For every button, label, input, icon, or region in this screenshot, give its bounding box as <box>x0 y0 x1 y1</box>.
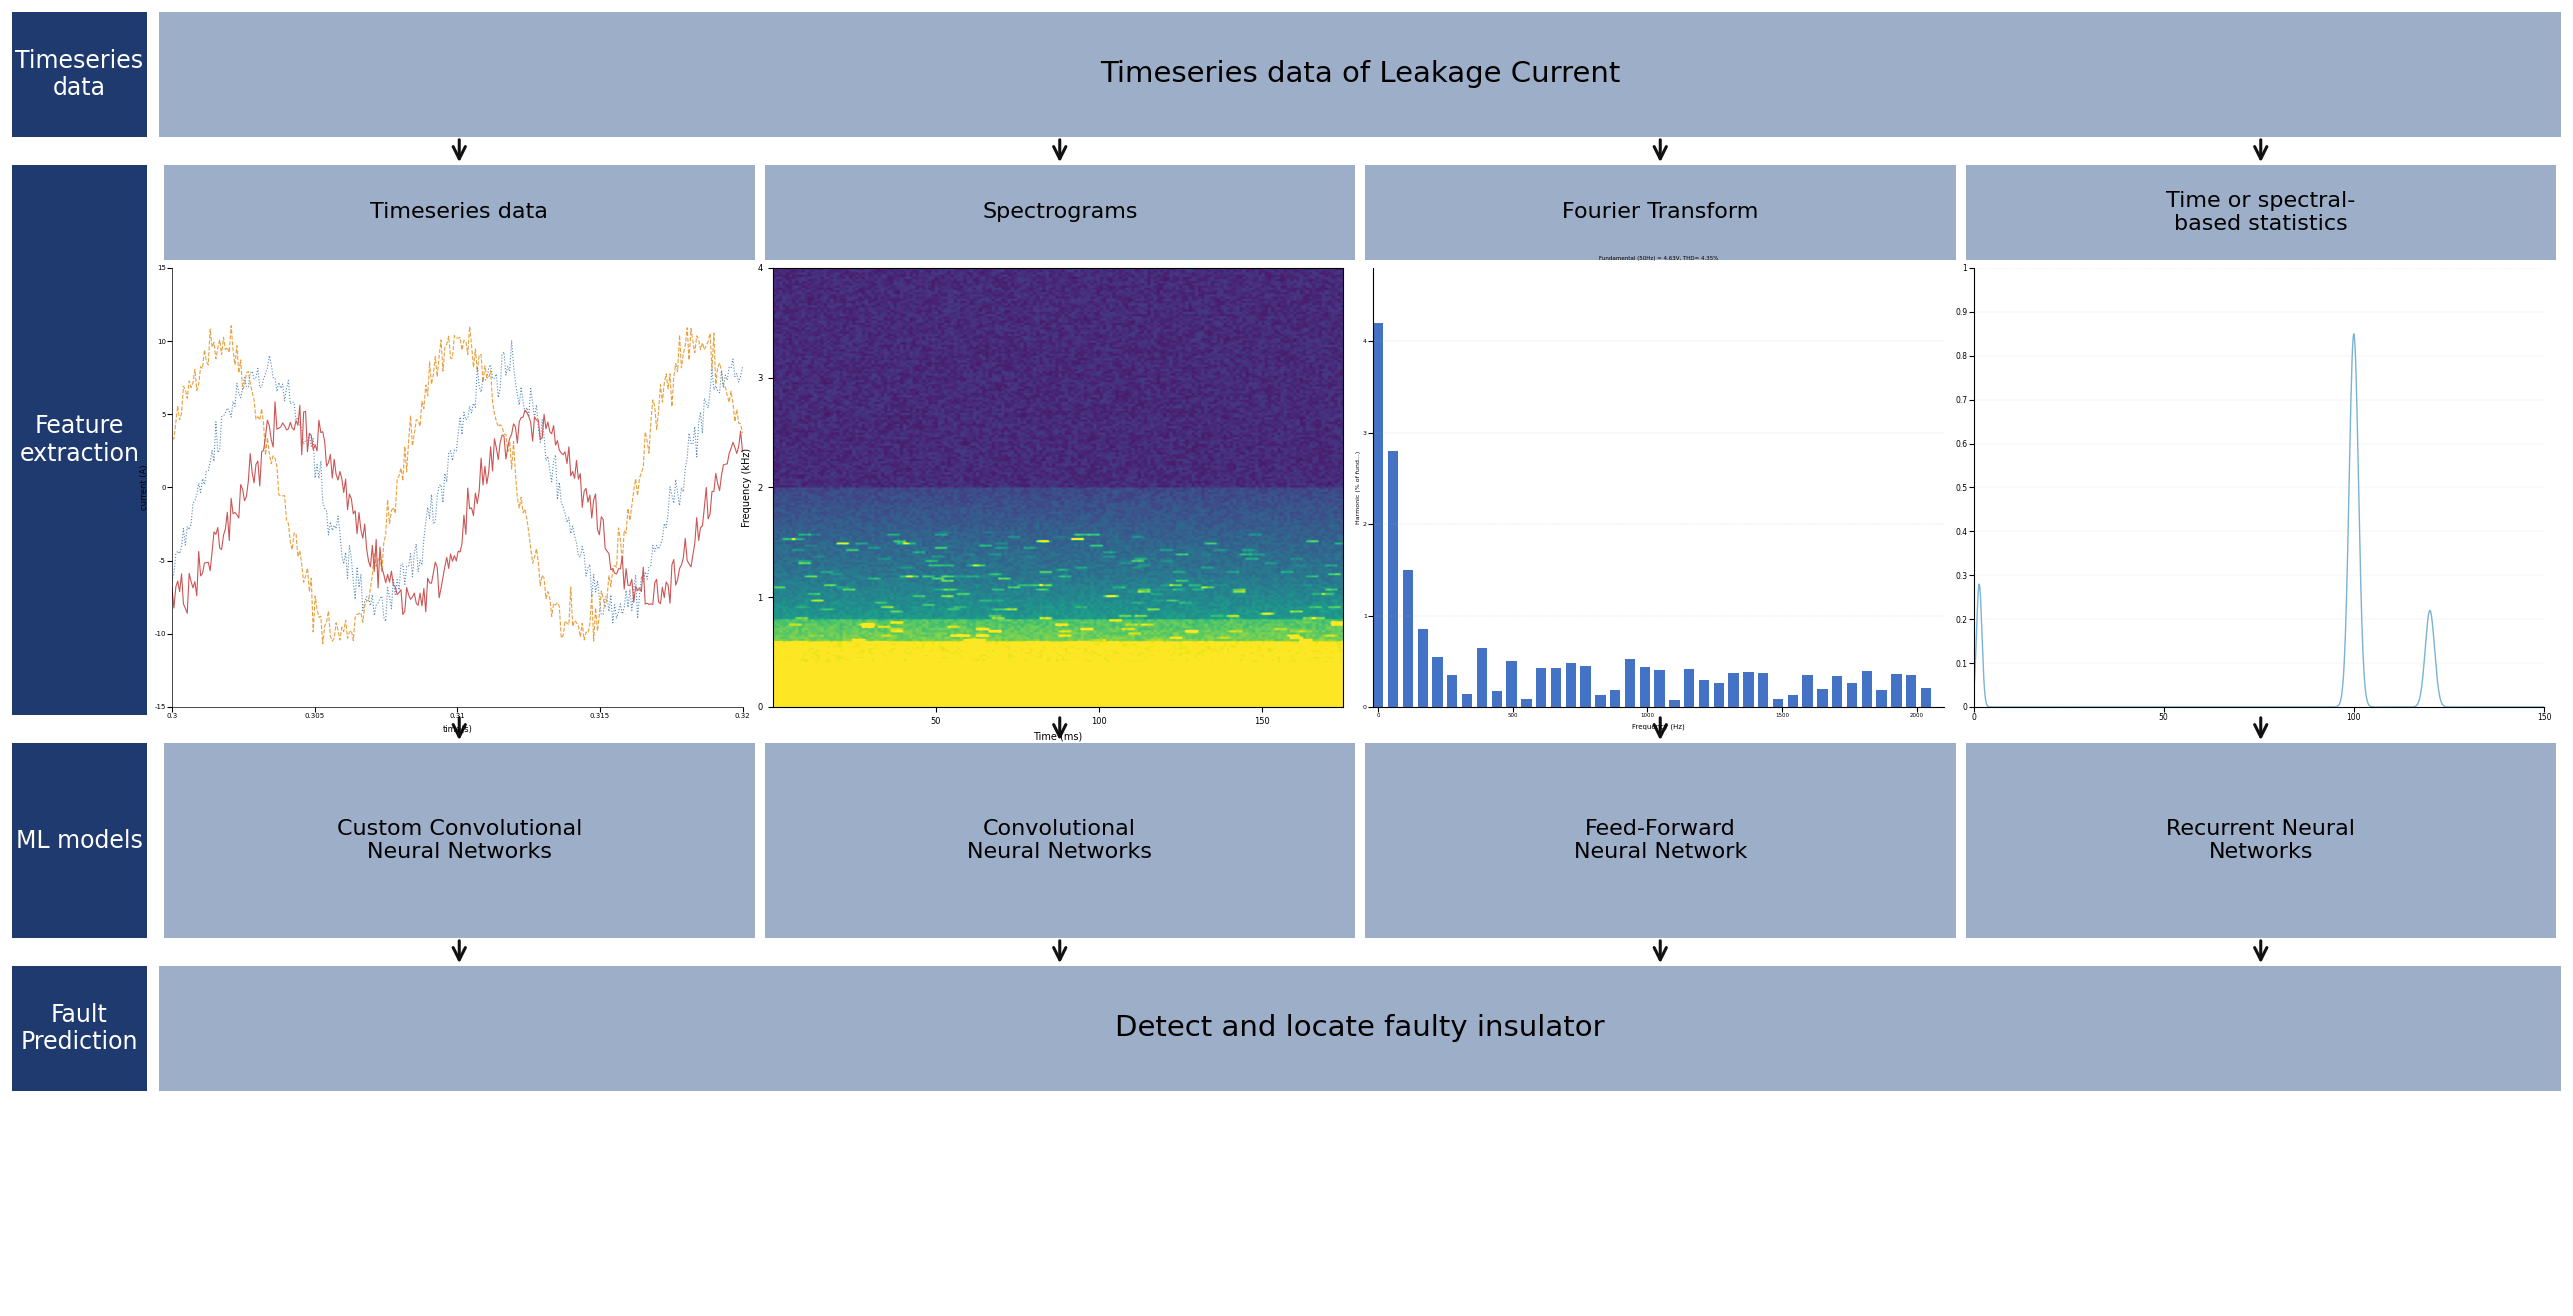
Text: Spectrograms: Spectrograms <box>983 203 1137 222</box>
Bar <box>1698 680 1708 707</box>
X-axis label: Time (ms): Time (ms) <box>1034 732 1083 741</box>
X-axis label: time(s): time(s) <box>443 725 473 734</box>
Bar <box>1595 695 1606 707</box>
Bar <box>1729 672 1739 707</box>
Bar <box>1536 667 1546 707</box>
Bar <box>1907 675 1917 707</box>
Bar <box>1922 688 1932 707</box>
Bar <box>1891 674 1901 707</box>
Text: ML models: ML models <box>15 829 144 853</box>
Text: Timeseries data of Leakage Current: Timeseries data of Leakage Current <box>1099 61 1621 88</box>
Bar <box>1832 676 1842 707</box>
Bar <box>1418 629 1428 707</box>
Text: Fault
Prediction: Fault Prediction <box>21 1003 139 1054</box>
FancyBboxPatch shape <box>160 12 2560 137</box>
Bar <box>1804 675 1814 707</box>
Bar <box>1611 690 1621 707</box>
Bar <box>1788 695 1799 707</box>
Bar <box>1639 667 1649 707</box>
Bar <box>1626 659 1634 707</box>
Bar <box>1492 691 1503 707</box>
Y-axis label: current (A): current (A) <box>139 465 149 511</box>
Bar <box>1552 669 1562 707</box>
FancyBboxPatch shape <box>1966 744 2555 938</box>
Text: Time or spectral-
based statistics: Time or spectral- based statistics <box>2166 191 2354 234</box>
FancyBboxPatch shape <box>165 744 754 938</box>
Bar <box>1505 661 1515 707</box>
Bar <box>1521 699 1531 707</box>
Bar <box>1876 690 1886 707</box>
Bar <box>1477 647 1487 707</box>
Bar <box>1685 669 1693 707</box>
Text: Convolutional
Neural Networks: Convolutional Neural Networks <box>967 819 1153 862</box>
Bar <box>1714 683 1724 707</box>
Bar <box>1757 672 1768 707</box>
FancyBboxPatch shape <box>13 744 147 938</box>
Bar <box>1387 451 1397 707</box>
FancyBboxPatch shape <box>13 164 147 715</box>
Text: Fourier Transform: Fourier Transform <box>1562 203 1757 222</box>
Bar <box>1744 672 1755 707</box>
Text: Custom Convolutional
Neural Networks: Custom Convolutional Neural Networks <box>337 819 581 862</box>
Title: Fundamental (50Hz) = 4.63V, THD= 4.35%: Fundamental (50Hz) = 4.63V, THD= 4.35% <box>1598 255 1719 261</box>
FancyBboxPatch shape <box>1366 744 1955 938</box>
Bar <box>1773 699 1783 707</box>
FancyBboxPatch shape <box>13 12 147 137</box>
Y-axis label: Frequency (kHz): Frequency (kHz) <box>741 447 751 528</box>
Bar <box>1446 675 1456 707</box>
FancyBboxPatch shape <box>165 164 754 261</box>
Bar <box>1863 671 1873 707</box>
Bar <box>1402 570 1413 707</box>
Bar <box>1461 695 1472 707</box>
Text: Feed-Forward
Neural Network: Feed-Forward Neural Network <box>1575 819 1747 862</box>
FancyBboxPatch shape <box>1966 164 2555 261</box>
Y-axis label: Harmonic (% of fund...): Harmonic (% of fund...) <box>1356 451 1361 524</box>
Bar <box>1670 700 1680 707</box>
Bar <box>1847 683 1858 707</box>
FancyBboxPatch shape <box>764 744 1356 938</box>
Bar <box>1374 322 1384 707</box>
Text: Timeseries
data: Timeseries data <box>15 49 144 100</box>
Bar <box>1654 670 1665 707</box>
Text: Detect and locate faulty insulator: Detect and locate faulty insulator <box>1114 1015 1606 1042</box>
X-axis label: Frequency (Hz): Frequency (Hz) <box>1631 724 1685 730</box>
Bar <box>1567 663 1575 707</box>
Bar <box>1817 688 1827 707</box>
Text: Timeseries data: Timeseries data <box>371 203 548 222</box>
FancyBboxPatch shape <box>160 966 2560 1091</box>
FancyBboxPatch shape <box>13 966 147 1091</box>
Bar <box>1580 666 1590 707</box>
FancyBboxPatch shape <box>1366 164 1955 261</box>
FancyBboxPatch shape <box>764 164 1356 261</box>
Text: Feature
extraction: Feature extraction <box>21 415 139 466</box>
Bar <box>1433 657 1443 707</box>
Text: Recurrent Neural
Networks: Recurrent Neural Networks <box>2166 819 2354 862</box>
